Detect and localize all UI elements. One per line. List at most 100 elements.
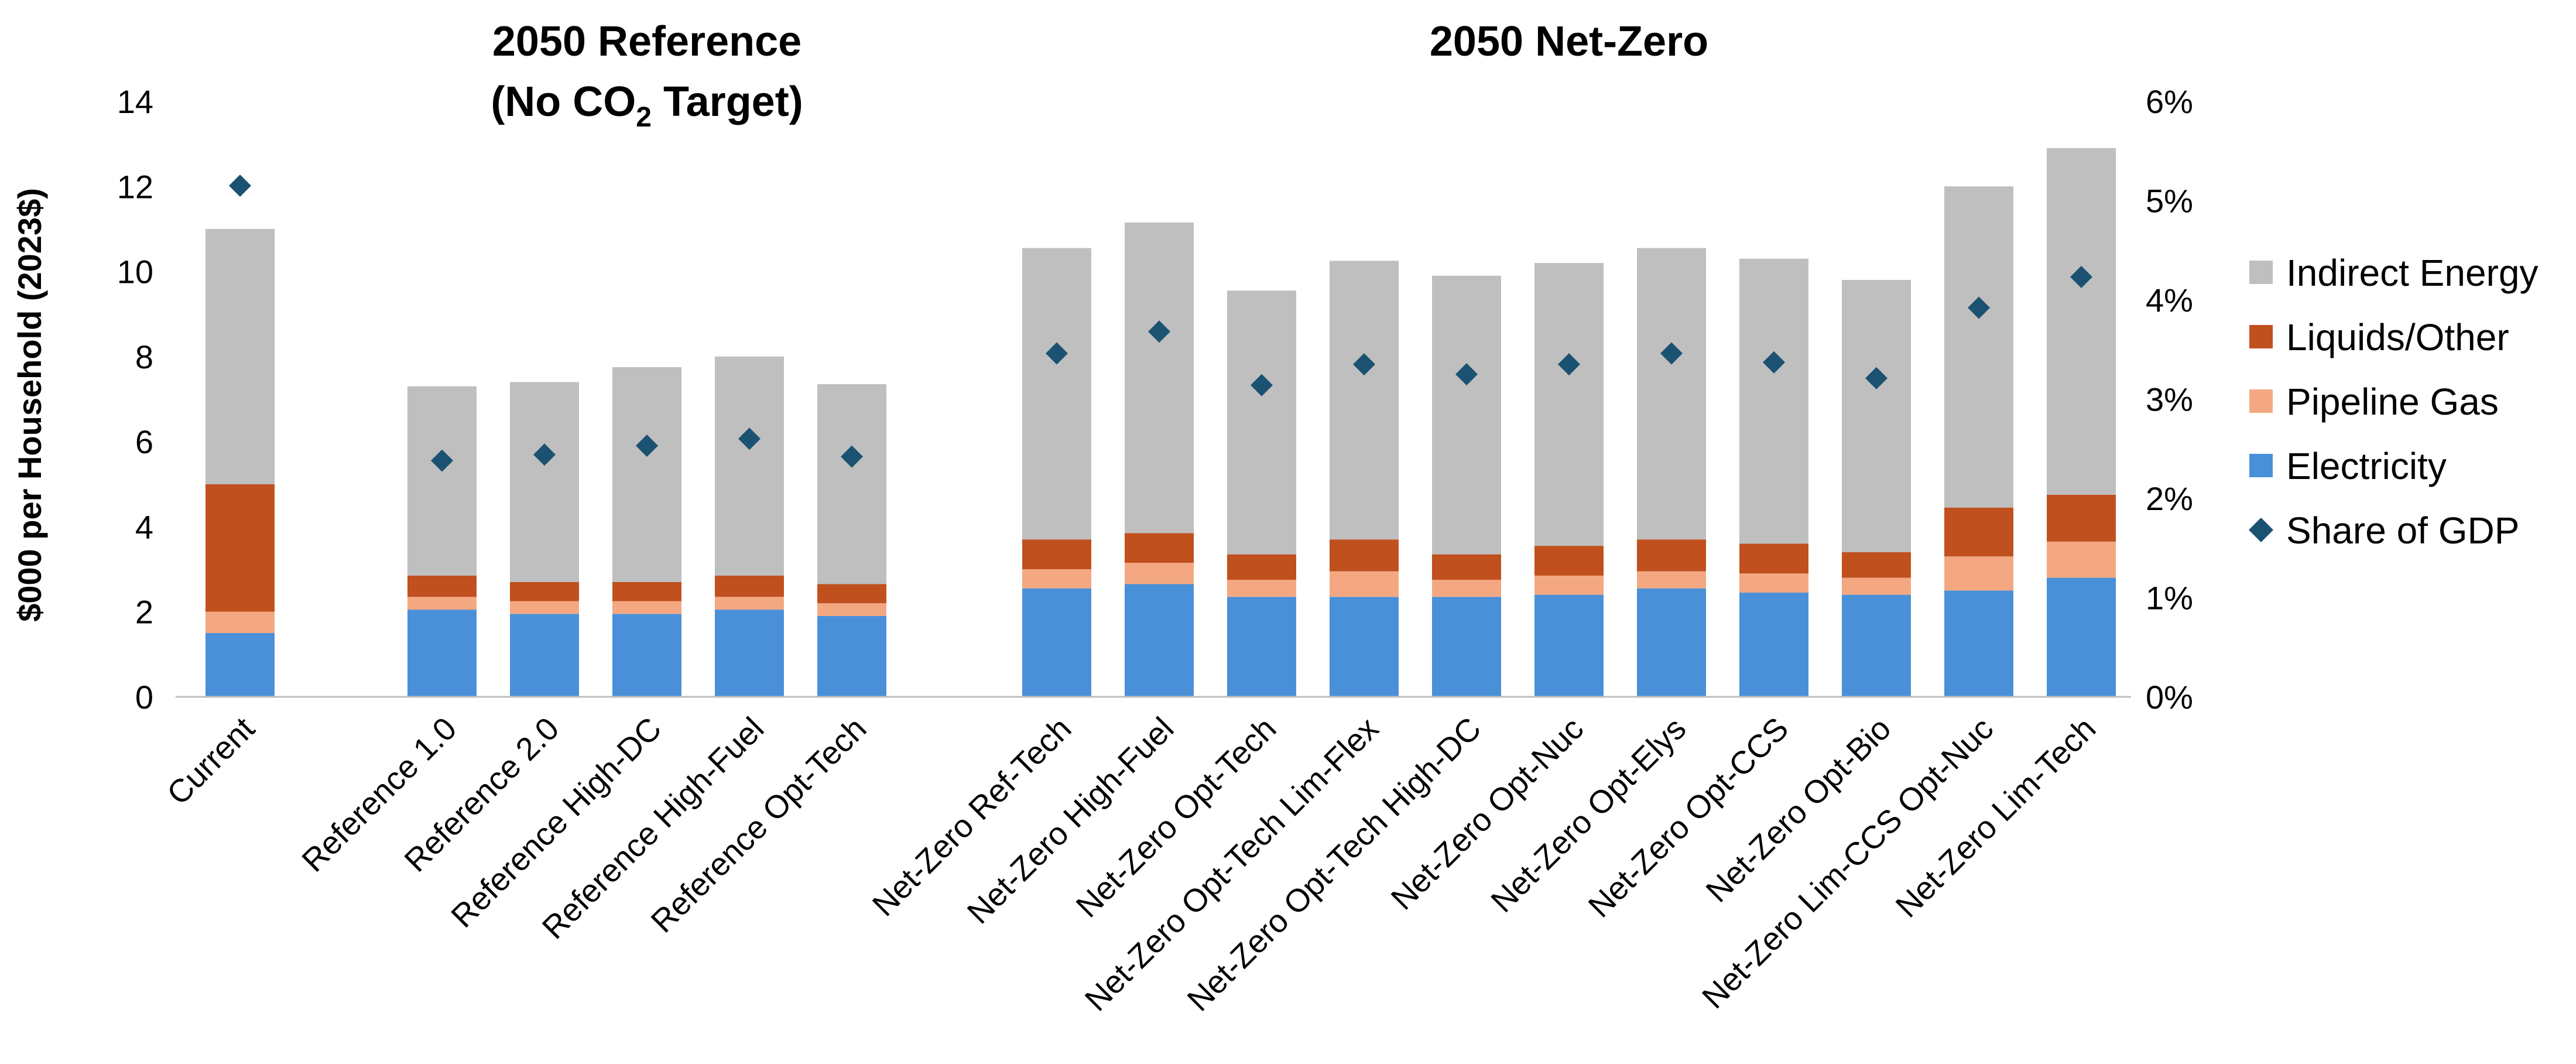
legend-swatch-electricity — [2249, 454, 2273, 477]
bar-indirect-energy — [1022, 248, 1091, 540]
y-axis-left: 0 2 4 6 8 10 12 14 — [117, 83, 153, 716]
bar-electricity — [205, 633, 275, 697]
bar-electricity — [715, 610, 784, 697]
bar-pipeline-gas — [407, 597, 477, 610]
y-tick-label: 12 — [117, 168, 153, 205]
group-titles: 2050 Reference (No CO2 Target) 2050 Net-Ze… — [491, 18, 1708, 133]
bar-liquids-other — [2047, 494, 2116, 542]
gdp-share-marker — [2070, 266, 2092, 289]
bar-liquids-other — [1432, 554, 1501, 580]
category-label: Current — [160, 710, 262, 812]
bar-liquids-other — [1125, 533, 1194, 563]
legend-swatch-pipeline-gas — [2249, 389, 2273, 413]
bar-pipeline-gas — [1842, 577, 1911, 595]
bar-pipeline-gas — [510, 601, 579, 614]
category-label: Net-Zero Opt-Bio — [1699, 710, 1898, 909]
bar-liquids-other — [817, 584, 886, 604]
bar-electricity — [407, 610, 477, 697]
gdp-share-marker — [1968, 296, 1990, 319]
bar-pipeline-gas — [1022, 569, 1091, 589]
bar-pipeline-gas — [205, 611, 275, 634]
bar-liquids-other — [510, 581, 579, 601]
legend-swatch-liquids-other — [2249, 325, 2273, 348]
bar-liquids-other — [1330, 539, 1399, 572]
bar-indirect-energy — [1842, 280, 1911, 553]
bar-electricity — [1944, 590, 2013, 697]
bar-indirect-energy — [1227, 290, 1296, 555]
group-title: 2050 Reference — [492, 18, 801, 65]
legend-label-electricity: Electricity — [2286, 445, 2447, 487]
bar-indirect-energy — [1637, 248, 1706, 540]
bar-electricity — [1842, 594, 1911, 697]
bar-pipeline-gas — [1432, 580, 1501, 597]
y-tick-label: 8 — [135, 338, 153, 375]
bar-electricity — [612, 614, 681, 697]
bar-electricity — [1125, 584, 1194, 697]
bar-pipeline-gas — [1944, 556, 2013, 591]
bar-liquids-other — [1739, 543, 1808, 574]
y2-tick-label: 3% — [2146, 381, 2193, 418]
bar-pipeline-gas — [1330, 571, 1399, 597]
category-label: Net-Zero Opt-CCS — [1581, 710, 1796, 925]
bar-liquids-other — [715, 575, 784, 597]
gdp-share-marker — [431, 449, 453, 472]
group-title: 2050 Net-Zero — [1430, 18, 1708, 65]
y-tick-label: 4 — [135, 508, 153, 545]
bar-electricity — [2047, 577, 2116, 697]
bar-indirect-energy — [1125, 223, 1194, 533]
gdp-share-marker — [533, 443, 556, 466]
gdp-share-marker — [1148, 320, 1170, 343]
bar-indirect-energy — [817, 384, 886, 584]
gdp-share-marker — [1865, 367, 1888, 389]
bar-pipeline-gas — [1125, 563, 1194, 584]
category-label: Net-Zero Ref-Tech — [865, 710, 1078, 923]
category-label: Net-Zero Opt-Nuc — [1384, 710, 1591, 917]
bar-pipeline-gas — [612, 601, 681, 614]
y-tick-label: 0 — [135, 679, 153, 716]
bar-indirect-energy — [715, 356, 784, 576]
bar-pipeline-gas — [715, 597, 784, 610]
bar-indirect-energy — [1944, 186, 2013, 508]
gdp-share-marker — [1763, 351, 1785, 374]
y2-tick-label: 1% — [2146, 580, 2193, 617]
gdp-share-marker — [841, 445, 863, 468]
category-label: Net-Zero Opt-Elys — [1484, 710, 1693, 919]
bar-electricity — [1432, 597, 1501, 697]
bar-electricity — [1022, 588, 1091, 697]
gdp-share-marker — [1251, 374, 1273, 396]
bar-indirect-energy — [612, 367, 681, 582]
legend-label-indirect-energy: Indirect Energy — [2286, 252, 2538, 294]
gdp-share-marker — [229, 175, 251, 197]
gdp-share-marker — [738, 427, 761, 450]
gdp-markers — [229, 175, 2092, 472]
bar-liquids-other — [1227, 554, 1296, 580]
bar-pipeline-gas — [2047, 541, 2116, 578]
bars — [205, 148, 2116, 697]
y-tick-label: 10 — [117, 254, 153, 290]
category-label: Net-Zero Opt-Tech — [1069, 710, 1283, 925]
y2-tick-label: 6% — [2146, 83, 2193, 120]
bar-pipeline-gas — [1227, 580, 1296, 597]
bar-liquids-other — [1842, 552, 1911, 578]
y2-tick-label: 5% — [2146, 183, 2193, 220]
category-label: Net-Zero Lim-Tech — [1889, 710, 2103, 925]
bar-liquids-other — [1944, 507, 2013, 557]
legend-swatch-indirect-energy — [2249, 261, 2273, 284]
bar-indirect-energy — [205, 228, 275, 484]
bar-liquids-other — [205, 484, 275, 612]
bar-electricity — [1534, 594, 1604, 697]
bar-electricity — [1227, 597, 1296, 697]
y-tick-label: 14 — [117, 83, 153, 120]
bar-electricity — [1739, 593, 1808, 697]
bar-pipeline-gas — [817, 603, 886, 616]
bar-indirect-energy — [407, 386, 477, 576]
bar-indirect-energy — [2047, 148, 2116, 495]
gdp-share-marker — [1660, 342, 1683, 365]
legend-swatch-share-of-gdp — [2249, 518, 2273, 542]
bar-pipeline-gas — [1534, 575, 1604, 595]
gdp-share-marker — [1455, 363, 1478, 386]
gdp-share-marker — [1046, 342, 1068, 365]
y2-tick-label: 4% — [2146, 282, 2193, 319]
